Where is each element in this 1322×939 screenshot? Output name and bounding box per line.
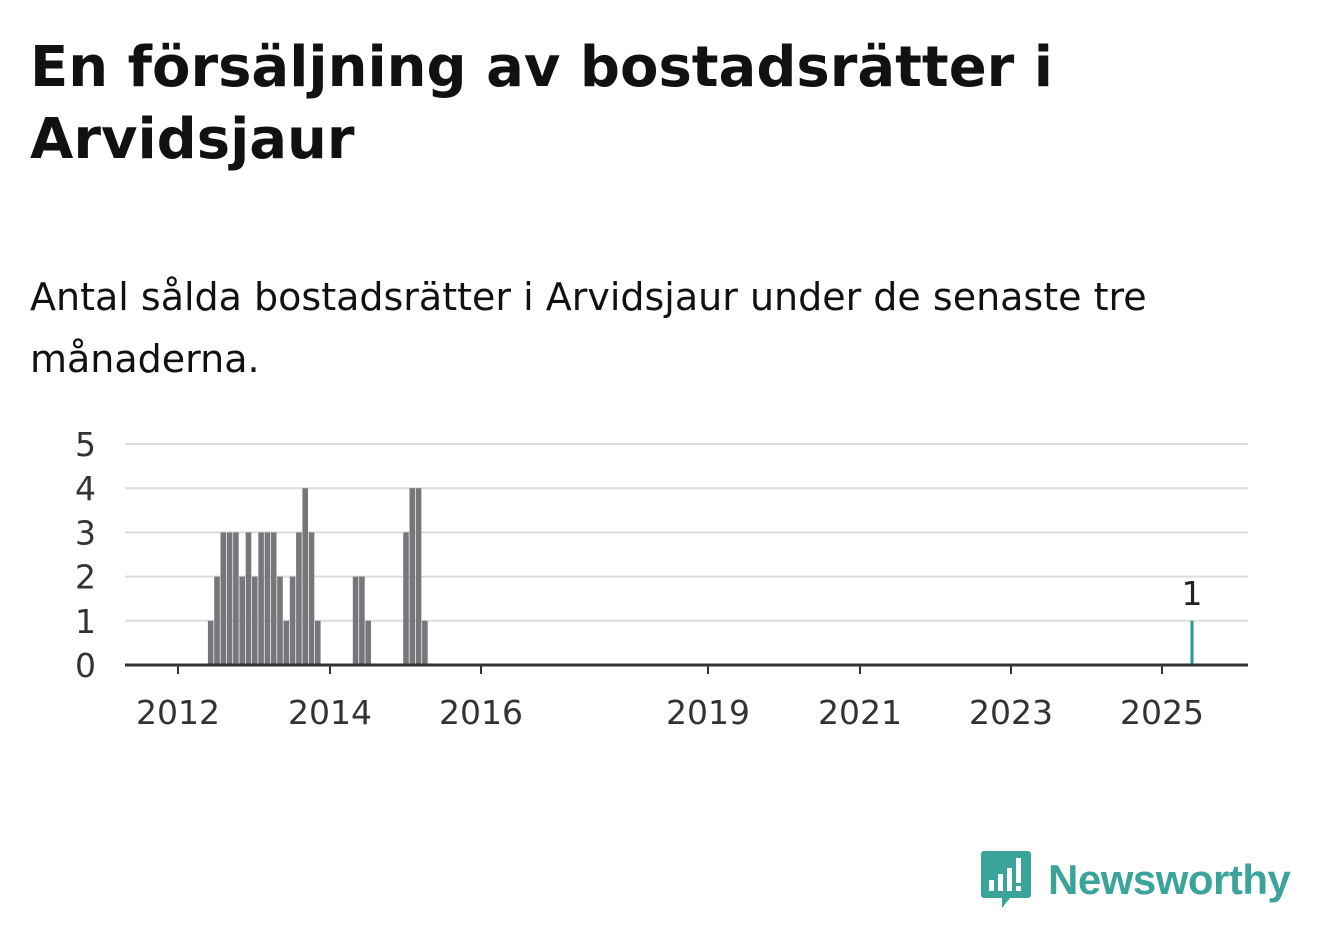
bar (315, 620, 321, 665)
bar (415, 488, 422, 665)
bar (252, 576, 258, 665)
bar (270, 532, 277, 665)
bar (226, 532, 233, 665)
x-tick-label: 2019 (666, 693, 750, 732)
bar (296, 532, 302, 665)
y-tick-label: 1 (75, 602, 96, 641)
x-tick-label: 2023 (969, 693, 1053, 732)
bar (239, 576, 245, 665)
y-tick-label: 5 (75, 425, 96, 464)
bar (422, 620, 428, 665)
bar (352, 576, 359, 665)
bar (403, 532, 409, 665)
chart-title: En försäljning av bostadsrätter i Arvids… (30, 35, 1053, 172)
highlight-bar (1190, 620, 1194, 665)
newsworthy-logo: Newsworthy (980, 848, 1291, 912)
bar (302, 488, 308, 665)
y-tick-label: 3 (75, 513, 96, 552)
bar (283, 620, 290, 665)
bar (264, 532, 271, 665)
bar (207, 620, 214, 665)
chart-subtitle: Antal sålda bostadsrätter i Arvidsjaur u… (30, 275, 1147, 381)
x-tick-label: 2012 (136, 693, 220, 732)
y-tick-label: 4 (75, 469, 96, 508)
highlight-data-label: 1 (1182, 574, 1203, 613)
x-tick-label: 2016 (439, 693, 523, 732)
bar (233, 532, 239, 665)
bar (289, 576, 296, 665)
bar (220, 532, 227, 665)
bar (245, 532, 252, 665)
bar (409, 488, 416, 665)
bar (214, 576, 220, 665)
bar (308, 532, 315, 665)
x-tick-label: 2014 (288, 693, 372, 732)
bar (365, 620, 371, 665)
y-tick-label: 0 (75, 646, 96, 685)
x-tick-label: 2025 (1120, 693, 1204, 732)
bar (359, 576, 365, 665)
y-tick-label: 2 (75, 558, 96, 597)
brand-name: Newsworthy (1048, 856, 1291, 903)
bar (277, 576, 283, 665)
bar (258, 532, 264, 665)
bar-chart-speech-bubble-icon (981, 851, 1031, 908)
x-tick-label: 2021 (818, 693, 902, 732)
